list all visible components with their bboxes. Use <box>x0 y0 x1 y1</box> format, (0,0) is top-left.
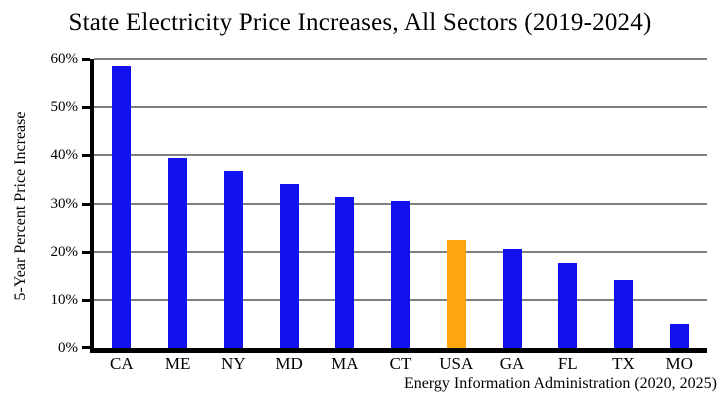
bar-slot-MO <box>651 59 707 348</box>
y-tick-mark-60 <box>82 58 90 61</box>
chart-title: State Electricity Price Increases, All S… <box>68 9 652 36</box>
x-label-FL: FL <box>557 354 578 373</box>
y-tick-mark-10 <box>82 298 90 302</box>
gridline-60 <box>94 58 707 60</box>
gridline-50 <box>94 106 707 109</box>
bar-slot-TX <box>596 59 652 348</box>
x-label-MD: MD <box>275 354 303 373</box>
plot-area: 0% 10% 20% 30% 40% 50% 60% CA ME NY MD MA CT USA GA FL… <box>51 52 707 372</box>
y-tick-mark-40 <box>82 154 90 158</box>
bar-USA <box>446 239 466 348</box>
x-label-ME: ME <box>164 354 191 373</box>
bar-slot-MD <box>261 59 317 348</box>
x-label-CT: CT <box>389 354 412 373</box>
bar-NY <box>223 170 243 348</box>
y-tick-label-0: 0% <box>58 340 78 356</box>
x-axis-labels: CA ME NY MD MA CT USA GA FL TX MO <box>94 355 707 372</box>
y-tick-label-60: 60% <box>50 51 79 67</box>
gridline-40 <box>94 154 707 157</box>
bar-TX <box>613 279 633 348</box>
bar-FL <box>558 263 578 348</box>
y-tick-label-50: 50% <box>50 99 79 116</box>
source-note: Energy Information Administration (2020,… <box>404 375 717 392</box>
x-label-USA: USA <box>439 354 474 373</box>
bar-CT <box>391 200 411 348</box>
bar-slot-USA <box>428 59 484 348</box>
bar-slot-ME <box>150 59 206 348</box>
x-label-CA: CA <box>110 354 134 373</box>
bars <box>94 59 707 348</box>
y-tick-label-20: 20% <box>50 243 79 260</box>
y-tick-mark-50 <box>82 106 90 110</box>
y-tick-label-30: 30% <box>50 195 79 212</box>
bar-slot-CT <box>373 59 429 348</box>
bar-slot-NY <box>205 59 261 348</box>
bar-GA <box>502 248 522 348</box>
y-tick-mark-20 <box>82 250 90 254</box>
x-label-GA: GA <box>499 354 525 373</box>
x-label-NY: NY <box>221 354 246 373</box>
y-tick-label-10: 10% <box>50 291 79 308</box>
bar-CA <box>112 66 132 348</box>
y-tick-mark-0 <box>82 346 90 349</box>
bar-slot-GA <box>484 59 540 348</box>
x-label-TX: TX <box>612 354 635 373</box>
x-label-MA: MA <box>331 354 359 373</box>
bar-ME <box>168 158 188 348</box>
bar-MO <box>669 323 689 348</box>
bar-slot-MA <box>317 59 373 348</box>
bar-slot-FL <box>540 59 596 348</box>
bar-slot-CA <box>94 59 150 348</box>
y-tick-label-40: 40% <box>50 147 79 164</box>
y-tick-mark-30 <box>82 202 90 206</box>
bar-MD <box>279 183 299 348</box>
bar-MA <box>335 197 355 348</box>
x-label-MO: MO <box>665 354 693 373</box>
y-axis-title: 5-Year Percent Price Increase <box>12 111 29 301</box>
